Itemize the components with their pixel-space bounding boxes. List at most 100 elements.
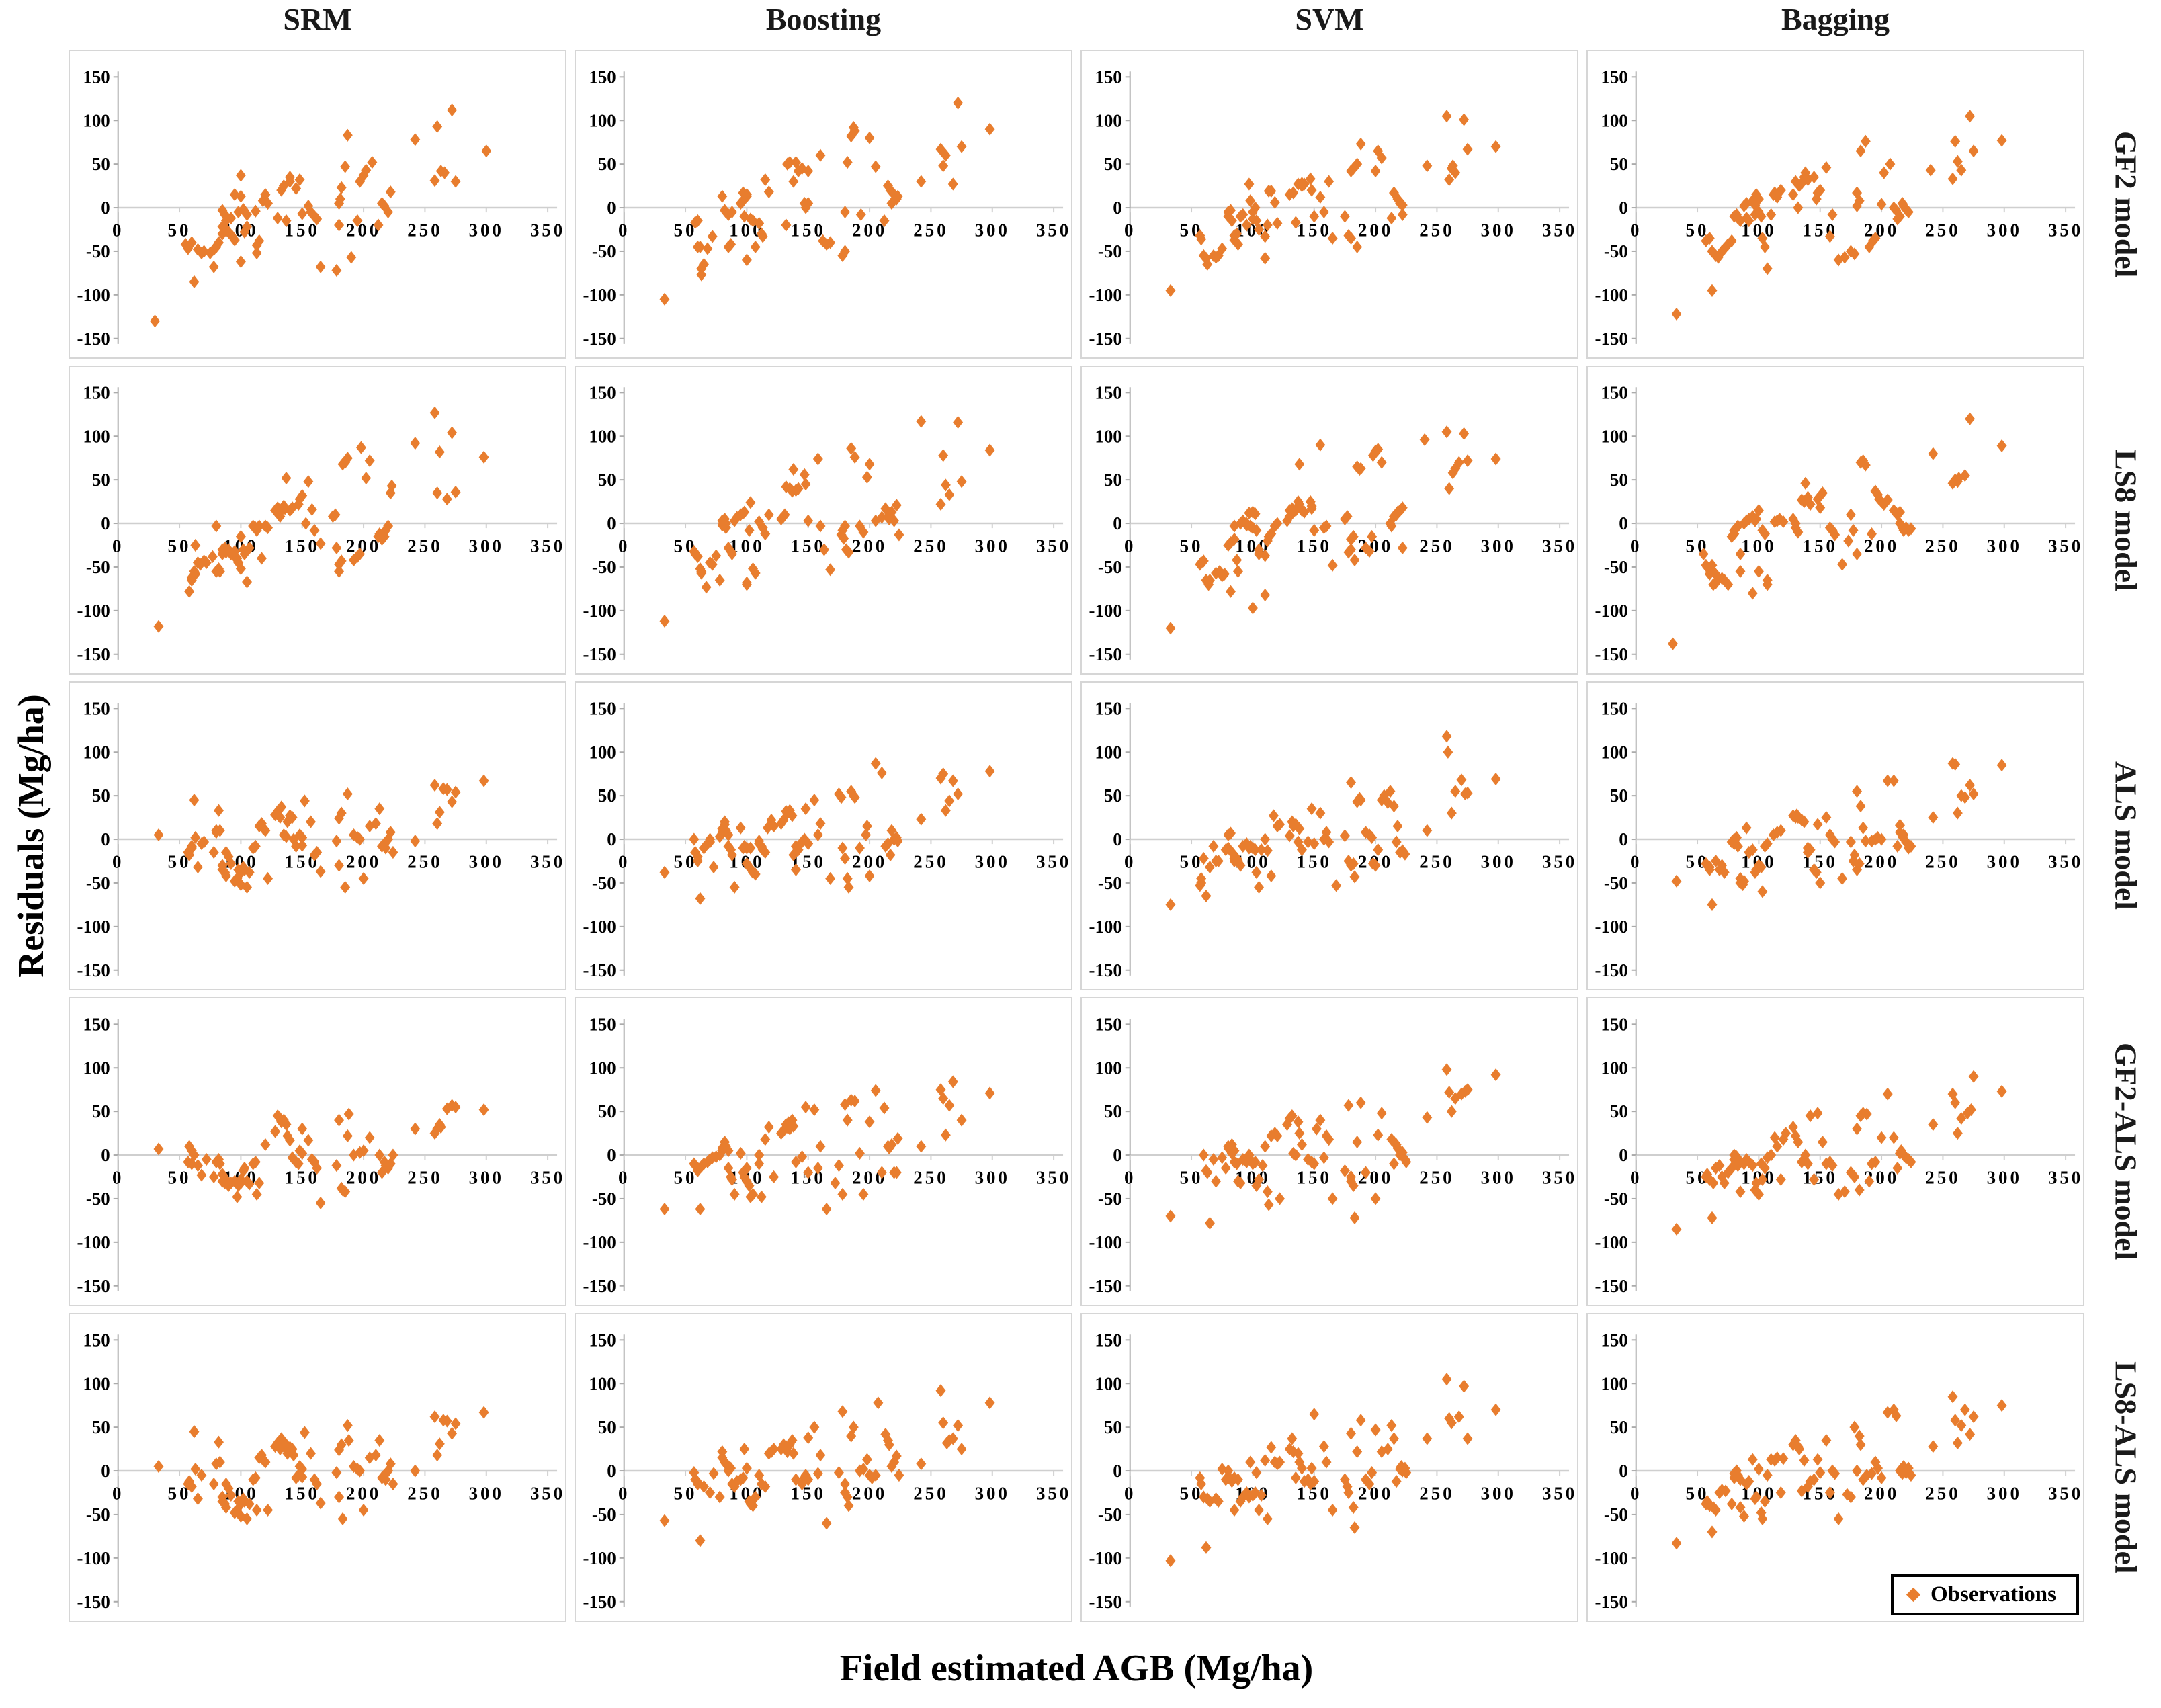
svg-text:-100: -100 bbox=[583, 1548, 616, 1568]
svg-text:350: 350 bbox=[1036, 536, 1071, 556]
svg-text:150: 150 bbox=[83, 1014, 110, 1034]
svg-text:350: 350 bbox=[1036, 220, 1071, 240]
observations-marker-icon bbox=[1906, 1587, 1921, 1603]
svg-text:0: 0 bbox=[112, 1483, 124, 1503]
svg-text:300: 300 bbox=[1987, 220, 2022, 240]
svg-text:0: 0 bbox=[618, 536, 630, 556]
svg-text:-150: -150 bbox=[583, 1276, 616, 1296]
svg-text:0: 0 bbox=[1630, 1483, 1642, 1503]
svg-text:250: 250 bbox=[913, 1167, 948, 1187]
svg-text:300: 300 bbox=[1481, 1483, 1516, 1503]
svg-text:350: 350 bbox=[2048, 1167, 2083, 1187]
svg-text:0: 0 bbox=[1124, 220, 1136, 240]
svg-text:50: 50 bbox=[168, 1167, 192, 1187]
svg-text:300: 300 bbox=[1481, 536, 1516, 556]
svg-text:100: 100 bbox=[589, 426, 616, 446]
svg-text:-50: -50 bbox=[86, 557, 110, 577]
svg-text:100: 100 bbox=[589, 1373, 616, 1394]
svg-text:300: 300 bbox=[469, 851, 504, 871]
svg-text:200: 200 bbox=[852, 536, 887, 556]
svg-text:-150: -150 bbox=[1595, 1276, 1627, 1296]
svg-text:-150: -150 bbox=[77, 1276, 110, 1296]
svg-text:200: 200 bbox=[1864, 1483, 1899, 1503]
svg-text:250: 250 bbox=[1419, 536, 1454, 556]
svg-text:350: 350 bbox=[1542, 1483, 1577, 1503]
svg-text:0: 0 bbox=[1630, 851, 1642, 871]
svg-text:200: 200 bbox=[1864, 220, 1899, 240]
svg-text:-50: -50 bbox=[1604, 1189, 1628, 1209]
svg-text:150: 150 bbox=[1601, 1014, 1627, 1034]
svg-text:50: 50 bbox=[92, 470, 110, 490]
svg-text:150: 150 bbox=[589, 698, 616, 718]
svg-text:-100: -100 bbox=[1595, 916, 1627, 937]
svg-text:250: 250 bbox=[407, 1167, 442, 1187]
svg-text:50: 50 bbox=[674, 1167, 697, 1187]
svg-text:-50: -50 bbox=[86, 241, 110, 261]
svg-text:0: 0 bbox=[607, 513, 616, 533]
svg-text:200: 200 bbox=[346, 1167, 381, 1187]
svg-text:-150: -150 bbox=[1595, 960, 1627, 980]
svg-text:200: 200 bbox=[346, 851, 381, 871]
svg-text:300: 300 bbox=[1987, 1167, 2022, 1187]
panel-bagging-gf2: 150 100 50 0 -50 -100 -150 0 50 100 150 200 250 300 35… bbox=[1586, 50, 2084, 359]
svg-text:50: 50 bbox=[1686, 1483, 1709, 1503]
svg-text:50: 50 bbox=[168, 536, 192, 556]
svg-text:-50: -50 bbox=[592, 1504, 616, 1525]
svg-text:300: 300 bbox=[469, 220, 504, 240]
svg-text:50: 50 bbox=[1610, 470, 1628, 490]
svg-text:0: 0 bbox=[607, 829, 616, 849]
svg-text:-50: -50 bbox=[1098, 241, 1122, 261]
panel-bagging-als: 150100500-50-100-15005010015020025030035… bbox=[1586, 681, 2084, 990]
svg-text:300: 300 bbox=[469, 1483, 504, 1503]
svg-text:300: 300 bbox=[469, 536, 504, 556]
svg-text:250: 250 bbox=[1925, 851, 1960, 871]
svg-text:350: 350 bbox=[1542, 851, 1577, 871]
svg-text:150: 150 bbox=[1601, 1330, 1627, 1350]
svg-text:100: 100 bbox=[589, 1058, 616, 1078]
svg-text:0: 0 bbox=[101, 198, 110, 218]
svg-text:-50: -50 bbox=[1098, 1189, 1122, 1209]
svg-text:-100: -100 bbox=[1089, 916, 1121, 937]
svg-text:200: 200 bbox=[1864, 851, 1899, 871]
svg-text:-100: -100 bbox=[77, 601, 110, 621]
svg-text:150: 150 bbox=[285, 220, 320, 240]
svg-text:100: 100 bbox=[1601, 110, 1627, 130]
row-label-ls8-als-model: LS8-ALS model bbox=[2109, 1361, 2144, 1574]
svg-text:-150: -150 bbox=[583, 329, 616, 349]
svg-text:300: 300 bbox=[975, 851, 1010, 871]
svg-text:-50: -50 bbox=[592, 1189, 616, 1209]
scatter-plot: 150100500-50-100-15005010015020025030035… bbox=[576, 683, 1071, 989]
svg-text:300: 300 bbox=[1987, 851, 2022, 871]
svg-text:-50: -50 bbox=[1604, 873, 1628, 893]
svg-text:250: 250 bbox=[913, 1483, 948, 1503]
panel-svm-gf2: 150 100 50 0 -50 -100 -150 0 50 100 150 200 250 300 35… bbox=[1080, 50, 1578, 359]
svg-text:100: 100 bbox=[83, 426, 110, 446]
svg-text:100: 100 bbox=[83, 1058, 110, 1078]
column-title-boosting: Boosting bbox=[765, 2, 882, 36]
svg-text:-100: -100 bbox=[1595, 601, 1627, 621]
svg-text:-50: -50 bbox=[592, 557, 616, 577]
svg-text:-100: -100 bbox=[583, 1232, 616, 1252]
svg-text:50: 50 bbox=[598, 1101, 616, 1121]
svg-text:350: 350 bbox=[1542, 220, 1577, 240]
scatter-plot: 150100500-50-100-15005010015020025030035… bbox=[1588, 683, 2083, 989]
column-title-bagging: Bagging bbox=[1781, 2, 1890, 36]
svg-text:50: 50 bbox=[598, 1417, 616, 1437]
svg-text:100: 100 bbox=[589, 742, 616, 762]
svg-text:50: 50 bbox=[598, 470, 616, 490]
svg-text:350: 350 bbox=[530, 1167, 565, 1187]
svg-text:150: 150 bbox=[1297, 536, 1332, 556]
svg-text:-150: -150 bbox=[583, 960, 616, 980]
y-axis-title: Residuals (Mg/ha) bbox=[11, 694, 52, 978]
svg-text:50: 50 bbox=[1104, 1417, 1122, 1437]
panel-svm-ls8-als: 150100500-50-100-15005010015020025030035… bbox=[1080, 1313, 1578, 1622]
svg-text:300: 300 bbox=[975, 1483, 1010, 1503]
svg-text:-150: -150 bbox=[1089, 960, 1121, 980]
scatter-plot: 150100500-50-100-15005010015020025030035… bbox=[576, 998, 1071, 1305]
